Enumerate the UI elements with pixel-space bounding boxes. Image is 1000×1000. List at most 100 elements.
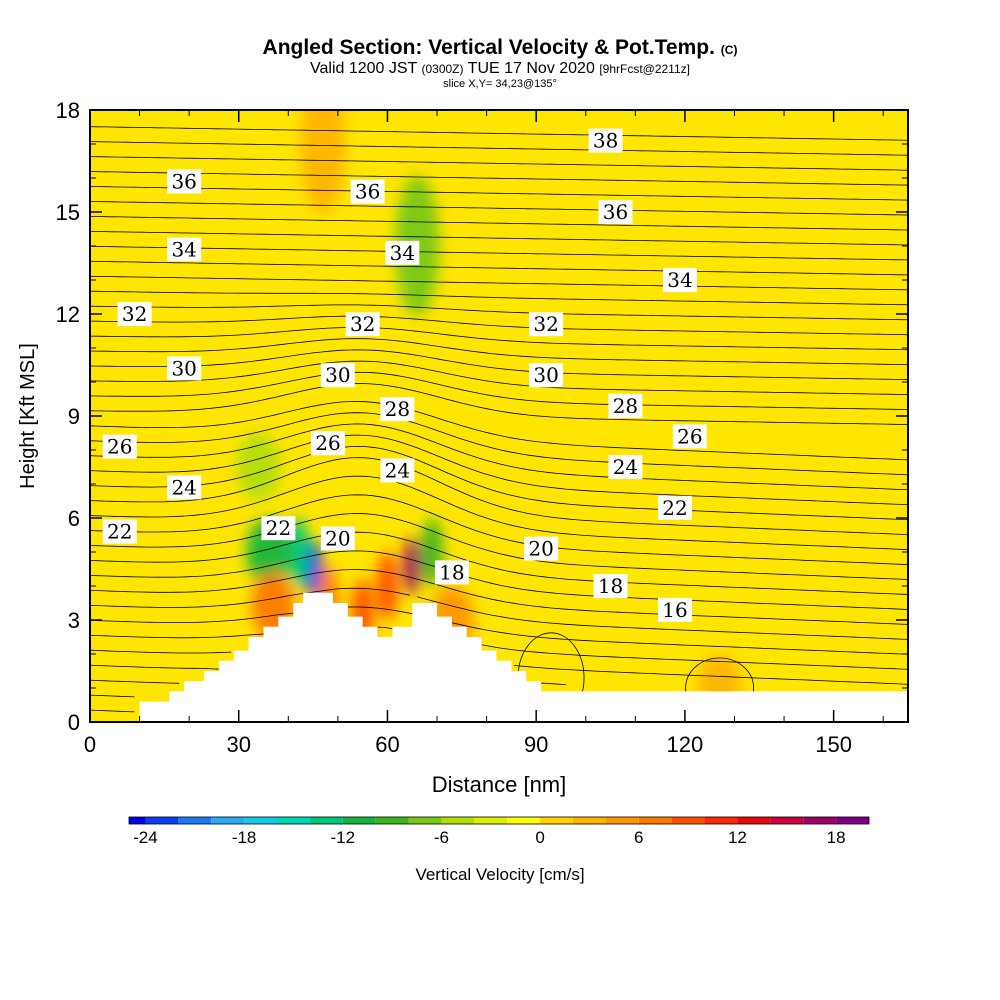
colorbar-tick-label: 6 (634, 828, 643, 847)
pt-label-box (320, 363, 355, 388)
pt-label-text: 24 (613, 455, 638, 479)
isentrope-line (90, 290, 908, 306)
y-tick-label: 9 (68, 404, 80, 429)
isentrope-line (90, 349, 908, 380)
pt-label-box (117, 302, 152, 326)
colorbar-tick-label: 12 (728, 828, 747, 847)
pt-label-text: 32 (533, 312, 558, 336)
chart-title-mark: (C) (720, 43, 738, 57)
isentrope-line (90, 434, 908, 506)
plot-area: 36 34 32 30 26 24 22 36 34 32 30 28 26 24 22 20 18 38 36 34… (89, 109, 909, 723)
isentrope-line (90, 513, 908, 580)
isentrope-line (90, 360, 908, 395)
pt-label: 36 (598, 200, 633, 224)
pt-label-box (588, 128, 623, 153)
y-tick-label: 6 (68, 506, 80, 531)
pt-label-text: 22 (662, 496, 687, 520)
pt-label-text: 28 (613, 394, 638, 418)
colorbar-swatch (671, 817, 705, 824)
isentrope-line (90, 126, 908, 141)
pt-label-box (167, 169, 202, 194)
pt-label-text: 32 (350, 312, 375, 336)
colorbar-tick-label: 18 (827, 828, 846, 847)
isentrope-line (90, 371, 908, 410)
colorbar-swatch (605, 817, 639, 824)
pt-label-box (529, 363, 564, 388)
pt-label-text: 16 (662, 598, 687, 622)
pt-label-text: 22 (266, 516, 291, 540)
isentrope-line (90, 216, 908, 231)
pt-label-box (608, 455, 643, 479)
pt-label-box (385, 240, 420, 265)
pt-label: 28 (380, 397, 415, 422)
isentrope-line (90, 445, 908, 521)
colorbar: -24 -18 -12 -6 0 6 12 18 (128, 816, 870, 847)
pt-label: 26 (310, 431, 345, 456)
isentrope-line (90, 338, 908, 366)
pt-label: 22 (261, 516, 296, 541)
colorbar-tick-label: -6 (434, 828, 449, 847)
chart-subtitle: Valid 1200 JST (0300Z) TUE 17 Nov 2020 [… (0, 60, 1000, 78)
x-tick-label: 60 (375, 732, 399, 757)
potential-temperature-labels: 36 34 32 30 26 24 22 36 34 32 30 28 26 24 22 20 18 38 36 34… (102, 128, 707, 622)
isentrope-line (90, 260, 908, 276)
pt-label: 34 (385, 240, 420, 265)
pt-label: 28 (608, 393, 643, 418)
terrain (90, 592, 908, 722)
pt-label: 34 (662, 268, 697, 292)
x-tick-label: 90 (524, 732, 548, 757)
pt-label: 30 (320, 363, 355, 388)
pt-label: 22 (102, 519, 137, 544)
pt-label-text: 26 (315, 431, 340, 455)
pt-label-box (102, 434, 137, 459)
colorbar-swatch (836, 817, 869, 824)
potential-temperature-contours (90, 126, 908, 722)
pt-label-box (529, 312, 564, 337)
pt-label-box (167, 475, 202, 500)
pt-label: 18 (434, 560, 469, 585)
pt-label-box (434, 560, 469, 585)
pt-label: 26 (102, 434, 137, 459)
isentrope-line (90, 186, 908, 201)
pt-label-text: 24 (171, 475, 196, 499)
pt-label-text: 24 (385, 458, 410, 482)
colorbar-swatch (737, 817, 771, 824)
isentrope-line (90, 231, 908, 246)
pt-label: 20 (524, 536, 559, 561)
pt-label-text: 22 (107, 520, 132, 544)
pt-label: 32 (117, 302, 152, 326)
y-tick-label: 12 (56, 302, 80, 327)
isentrope-line (90, 304, 908, 321)
isentrope-line (90, 494, 908, 565)
colorbar-swatch (178, 817, 212, 824)
isentrope-line (90, 649, 908, 685)
colorbar-swatch (129, 817, 146, 824)
pt-label-box (310, 431, 345, 456)
isentrope-line (90, 587, 908, 640)
pt-label-text: 32 (122, 302, 147, 326)
x-axis-label: Distance [nm] (432, 772, 567, 797)
isentrope-line (90, 709, 135, 713)
colorbar-tick-label: 0 (535, 828, 544, 847)
pt-label-text: 20 (528, 537, 553, 561)
colorbar-swatch (474, 817, 508, 824)
colorbar-frame (128, 816, 870, 825)
isentrope-line (90, 694, 135, 698)
x-tick-label: 0 (84, 732, 96, 757)
pt-label-text: 28 (385, 397, 410, 421)
pt-label: 20 (320, 526, 355, 551)
pt-label-box (593, 574, 628, 598)
subtitle-forecast: [9hrFcst@2211z] (599, 62, 690, 76)
pt-label-text: 30 (533, 363, 558, 387)
colorbar-tick-label: -24 (133, 828, 158, 847)
pt-label-text: 18 (439, 560, 464, 584)
isentrope-line (90, 606, 908, 655)
colorbar-tick-label: -18 (232, 828, 257, 847)
pt-label-box (598, 200, 633, 224)
colorbar-swatch (704, 817, 738, 824)
pt-label-box (167, 356, 202, 381)
chart-title: Angled Section: Vertical Velocity & Pot.… (0, 36, 1000, 60)
pt-label: 30 (167, 356, 202, 381)
x-tick-label: 150 (815, 732, 852, 757)
pt-label: 24 (167, 475, 202, 500)
